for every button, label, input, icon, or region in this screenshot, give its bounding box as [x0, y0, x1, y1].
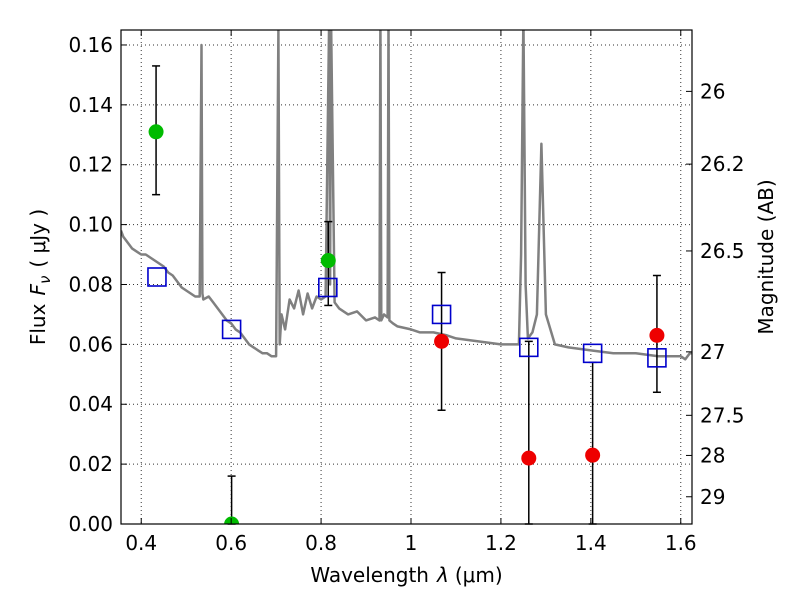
- axis-ticks: [121, 30, 692, 525]
- y-tick-label: 0.00: [68, 512, 113, 536]
- photometry-points: [147, 124, 667, 524]
- model-point: [431, 304, 452, 325]
- tick-labels: 0.4 0.6 0.8 1 1.2 1.4 1.6 0.00 0.02 0.04 0.06 0.08 0…: [68, 33, 744, 555]
- plot-frame: [120, 29, 693, 525]
- model-point: [147, 267, 167, 287]
- model-point: [318, 277, 338, 298]
- upper-point: [434, 333, 450, 349]
- plot-area: [121, 30, 692, 524]
- error-bars: [152, 65, 661, 525]
- spectrum-series: [121, 30, 692, 361]
- y2-tick-label: 27: [700, 340, 725, 364]
- spectrum-line: [121, 30, 692, 361]
- y2-tick-label: 26.2: [700, 152, 745, 176]
- model-point: [647, 348, 667, 368]
- y2-tick-label: 29: [700, 485, 725, 509]
- detection-point: [320, 253, 336, 269]
- y-tick-label: 0.12: [68, 153, 113, 177]
- y-tick-label: 0.10: [68, 213, 113, 237]
- model-point: [221, 319, 242, 340]
- y-tick-label: 0.16: [68, 33, 113, 57]
- x-tick-label: 0.6: [215, 531, 247, 555]
- model-point: [518, 337, 539, 358]
- upper-point: [585, 447, 601, 463]
- x-tick-label: 1.2: [485, 531, 517, 555]
- y2-tick-label: 28: [700, 443, 725, 467]
- x-tick-label: 1.6: [665, 531, 697, 555]
- y2-tick-label: 27.5: [700, 403, 745, 427]
- y-tick-label: 0.08: [68, 272, 113, 296]
- y-axis-label: FluxFν( μJy ): [26, 209, 54, 345]
- detection-point: [148, 124, 164, 140]
- x-tick-label: 1: [405, 531, 418, 555]
- y2-tick-label: 26: [700, 79, 725, 103]
- model-point: [582, 343, 603, 364]
- y2-axis-label: Magnitude (AB): [754, 179, 778, 334]
- x-tick-label: 0.4: [125, 531, 157, 555]
- y-tick-label: 0.02: [68, 452, 113, 476]
- x-tick-label: 0.8: [305, 531, 337, 555]
- x-tick-label: 1.4: [575, 531, 607, 555]
- y2-tick-label: 26.5: [700, 239, 745, 263]
- upper-point: [521, 450, 537, 466]
- upper-point: [649, 327, 665, 343]
- y-tick-label: 0.04: [68, 392, 113, 416]
- y-tick-label: 0.14: [68, 93, 113, 117]
- y-tick-label: 0.06: [68, 332, 113, 356]
- x-axis-label: Wavelength λ (μm): [310, 563, 502, 587]
